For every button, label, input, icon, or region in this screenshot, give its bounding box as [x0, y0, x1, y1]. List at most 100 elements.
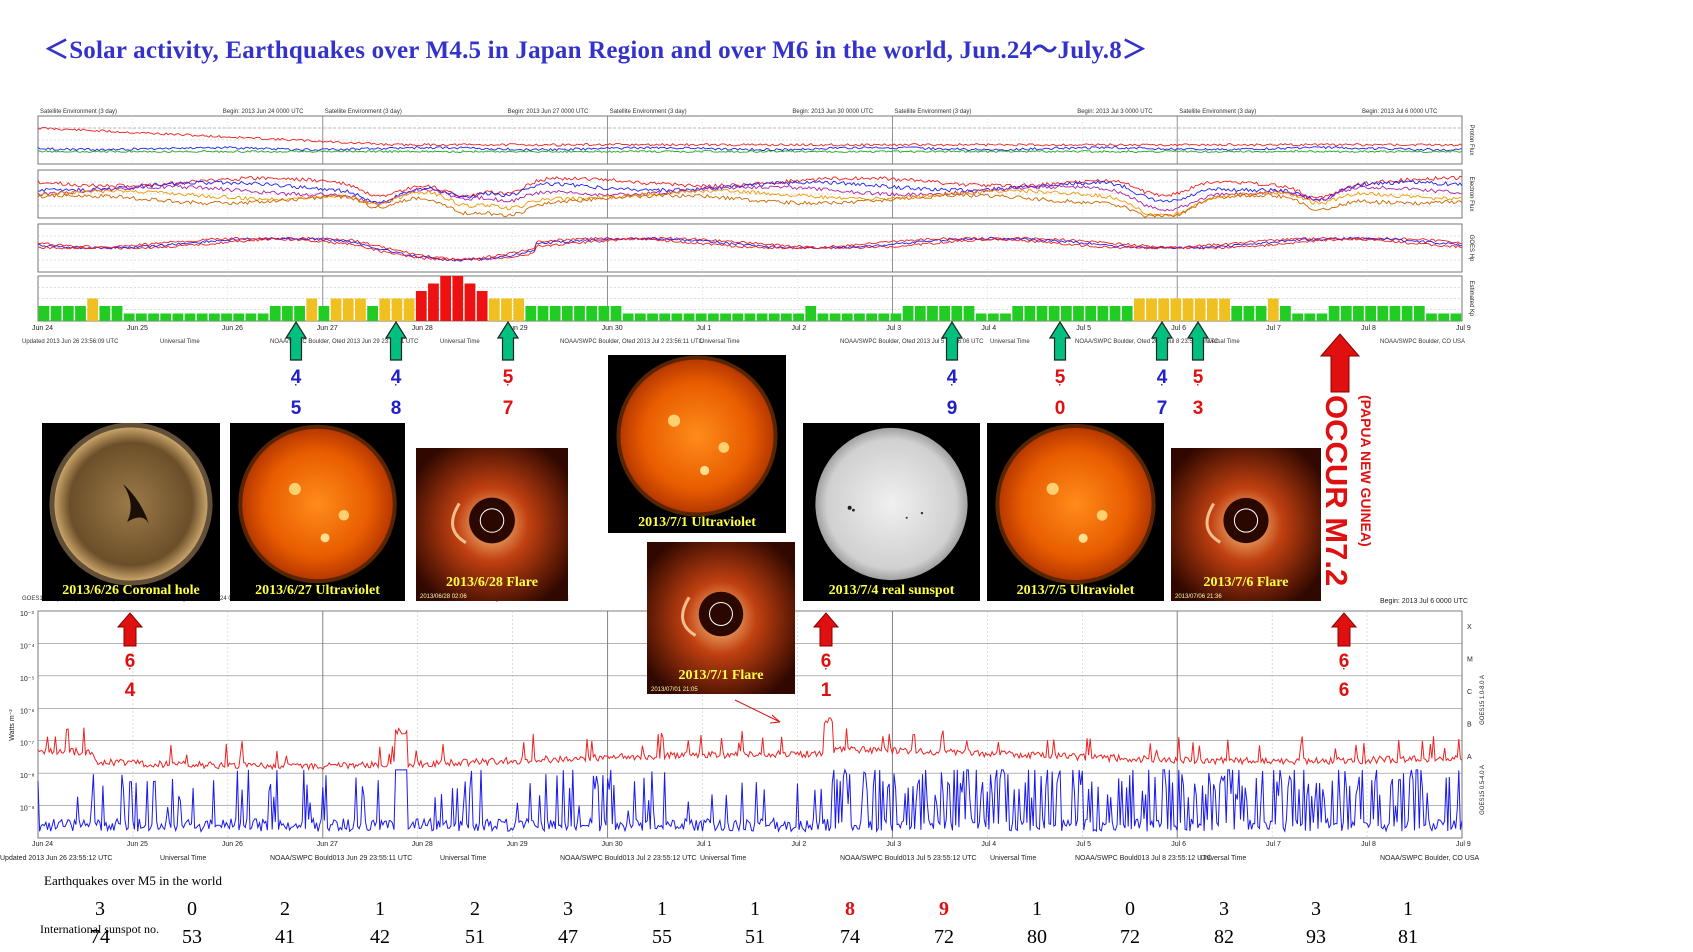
kp-bar: [367, 306, 378, 321]
kp-bar: [939, 306, 951, 321]
japan-quake-magnitude: 5 · 0: [1046, 368, 1074, 418]
kp-bar: [1182, 298, 1194, 321]
world-quake-arrow: [1330, 612, 1358, 647]
top-x-tick-label: Jul 7: [1266, 325, 1281, 332]
kp-bar: [488, 298, 500, 321]
top-header-right: Begin: 2013 Jun 24 0000 UTC: [223, 109, 304, 115]
xray-footer-label: Universal Time: [700, 855, 746, 862]
sunspot-number: 81: [1398, 926, 1418, 948]
solar-image-uv: 2013/7/5 Ultraviolet: [987, 423, 1164, 601]
magnitude-decimal: 7: [502, 398, 514, 419]
japan-quake-magnitude: 4 · 8: [382, 368, 410, 418]
earthquake-count: 3: [1311, 898, 1321, 920]
kp-bar: [1304, 313, 1316, 321]
solar-image-caption: 2013/6/28 Flare: [446, 575, 538, 590]
xray-y-tick-label: 10⁻⁹: [20, 806, 34, 813]
kp-bar: [854, 313, 865, 321]
earthquakes-row-label: Earthquakes over M5 in the world: [44, 873, 222, 888]
electron-flux-line: [37, 188, 1462, 217]
top-x-tick-label: Jul 1: [697, 325, 712, 332]
kp-bar: [890, 313, 902, 321]
kp-bar: [1438, 313, 1450, 321]
kp-bar: [403, 298, 415, 321]
kp-bar: [1365, 306, 1377, 321]
kp-bar: [695, 313, 707, 321]
earthquake-count: 1: [657, 898, 667, 920]
xray-x-tick-label: Jun 28: [412, 841, 433, 848]
kp-bar: [391, 298, 403, 321]
kp-bar: [598, 306, 610, 321]
kp-bar: [501, 298, 512, 321]
top-footer-label: NOAA/SWPC Boulder, CO USA: [1380, 339, 1465, 345]
earthquake-count: 3: [1219, 898, 1229, 920]
japan-quake-arrow: [1186, 320, 1210, 361]
kp-bar: [1097, 306, 1109, 321]
flare-class-label: C: [1467, 689, 1472, 696]
kp-bar: [1158, 298, 1170, 321]
top-x-tick-label: Jul 6: [1171, 325, 1186, 332]
magnitude-decimal: 5: [290, 398, 302, 419]
kp-bar: [525, 306, 537, 321]
kp-bar: [768, 313, 780, 321]
earthquake-count: 9: [939, 898, 949, 920]
kp-bar: [1231, 306, 1243, 321]
earthquake-count: 1: [1032, 898, 1042, 920]
xray-x-tick-label: Jun 24: [32, 841, 53, 848]
side-axis-label: GOES Hp: [1468, 235, 1474, 262]
kp-bar: [586, 306, 598, 321]
kp-bar: [1316, 313, 1328, 321]
kp-bar: [1170, 298, 1182, 321]
flare-image-timestamp: 2013/07/01 21:05: [651, 687, 698, 693]
earthquake-count: 1: [750, 898, 760, 920]
top-header-right: Begin: 2013 Jul 3 0000 UTC: [1077, 109, 1153, 115]
magnitude-integer: 6: [124, 651, 136, 672]
top-x-tick-label: Jul 2: [791, 325, 806, 332]
magnitude-decimal-point: ·: [1196, 380, 1200, 391]
magnitude-decimal-point: ·: [506, 380, 510, 391]
magnitude-decimal-point: ·: [294, 380, 298, 391]
xray-x-tick-label: Jul 4: [981, 841, 996, 848]
xray-footer-label: Universal Time: [990, 855, 1036, 862]
kp-bar: [1036, 306, 1048, 321]
kp-bar: [318, 306, 330, 321]
kp-bar: [50, 306, 62, 321]
kp-bar: [221, 313, 232, 321]
magnitude-decimal-point: ·: [128, 664, 132, 675]
xray-footer-label: NOAA/SWPC Bould013 Jul 5 23:55:12 UTC: [840, 855, 977, 862]
kp-bar: [951, 306, 963, 321]
pointer-line: [734, 699, 781, 723]
kp-bar: [610, 306, 622, 321]
goes-short-label: GOES15 0.5-4.0 A: [1480, 765, 1486, 815]
xray-x-tick-label: Jul 3: [886, 841, 901, 848]
solar-image-white: 2013/7/4 real sunspot: [803, 423, 980, 601]
kp-bar: [1024, 306, 1036, 321]
world-quake-arrow: [116, 612, 144, 647]
kp-bar: [914, 306, 926, 321]
kp-bar: [415, 291, 427, 321]
xray-footer-label: NOAA/SWPC Boulder, CO USA: [1380, 855, 1480, 862]
magnitude-integer: 4: [946, 367, 958, 388]
top-header-left: Satellite Environment (3 day): [40, 109, 117, 115]
kp-bar: [476, 291, 488, 321]
top-x-tick-label: Jun 28: [412, 325, 433, 332]
magnitude-decimal: 9: [946, 398, 958, 419]
earthquake-count: 8: [845, 898, 855, 920]
earthquake-count: 3: [563, 898, 573, 920]
xray-x-tick-label: Jul 7: [1266, 841, 1281, 848]
xray-footer-label: NOAA/SWPC Bould013 Jul 8 23:55:12 UTC: [1075, 855, 1212, 862]
electron-flux-line: [37, 184, 1463, 212]
xray-x-tick-label: Jun 27: [317, 841, 338, 848]
japan-quake-magnitude: 5 · 3: [1184, 368, 1212, 418]
papua-new-guinea-label: (PAPUA NEW GUINEA): [1358, 395, 1374, 547]
kp-bar: [708, 313, 719, 321]
kp-bar: [160, 313, 172, 321]
xray-x-tick-label: Jul 8: [1361, 841, 1376, 848]
kp-bar: [561, 306, 573, 321]
kp-bar: [622, 313, 634, 321]
magnitude-decimal-point: ·: [394, 380, 398, 391]
kp-bar: [282, 306, 293, 321]
top-x-tick-label: Jul 8: [1361, 325, 1376, 332]
earthquake-count: 2: [470, 898, 480, 920]
xray-x-tick-label: Jun 29: [507, 841, 528, 848]
japan-quake-arrow: [384, 320, 408, 361]
